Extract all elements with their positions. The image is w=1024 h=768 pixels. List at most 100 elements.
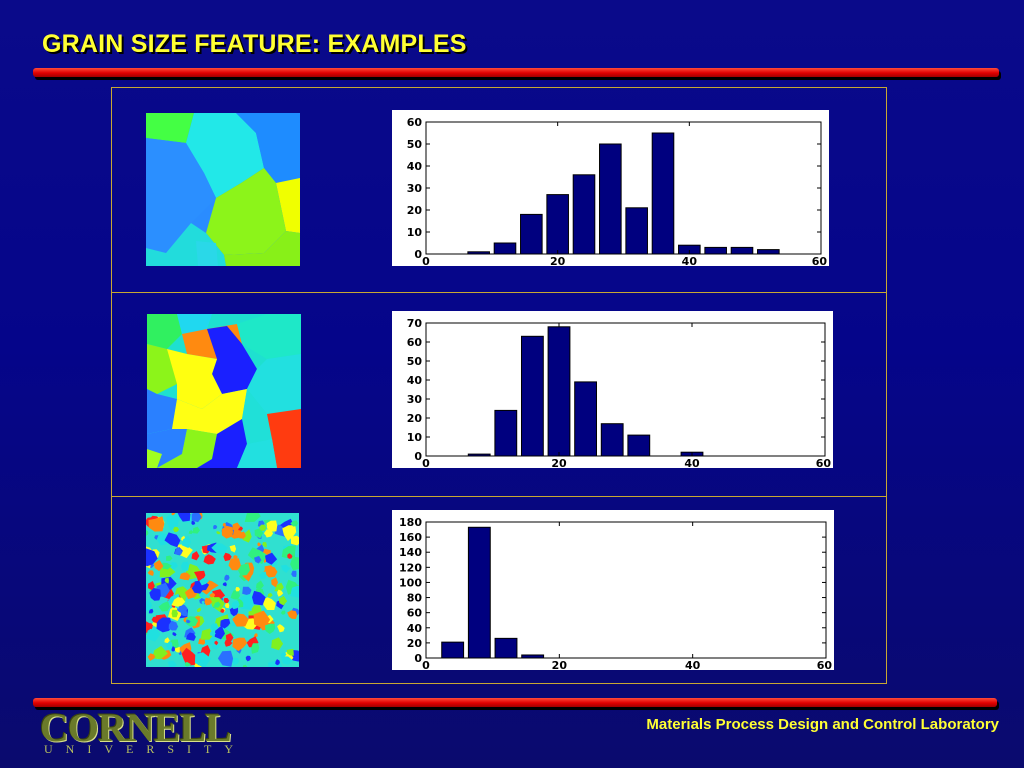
grain-cell — [168, 620, 179, 631]
grain-cell — [256, 580, 264, 590]
y-tick-label: 50 — [407, 355, 423, 368]
grain-cell — [171, 609, 178, 618]
grain-cell — [247, 547, 268, 564]
grain-cell — [181, 535, 191, 549]
histogram-bar — [599, 143, 622, 255]
x-tick-label: 40 — [685, 659, 701, 670]
grain-cell — [194, 652, 212, 667]
grain-cell — [166, 641, 173, 650]
grain-cell — [286, 648, 294, 656]
grain-cell — [291, 570, 297, 577]
grain-cell — [216, 531, 221, 535]
y-tick-label: 100 — [399, 576, 422, 589]
grain-cell — [264, 565, 275, 575]
histogram-bar — [467, 526, 491, 659]
x-tick-label: 20 — [551, 457, 567, 468]
y-tick-label: 30 — [407, 182, 423, 195]
grain-cell — [242, 664, 248, 667]
y-tick-label: 60 — [407, 336, 423, 349]
y-tick-label: 120 — [399, 561, 422, 574]
grain-cell — [290, 585, 299, 598]
grain-cell — [191, 581, 205, 594]
grain-cell — [232, 637, 248, 652]
grain-image-medium — [147, 314, 301, 468]
logo-name: CORNELL — [40, 705, 232, 750]
x-tick-label: 20 — [550, 255, 566, 266]
x-tick-label: 20 — [552, 659, 568, 670]
histogram-bar — [467, 251, 490, 255]
histogram-bar — [574, 381, 598, 457]
grain-cell — [146, 529, 149, 536]
grain-cell — [179, 572, 191, 581]
y-tick-label: 40 — [407, 374, 423, 387]
histogram-bar — [547, 326, 571, 457]
grain-cell — [232, 522, 241, 531]
grain-cell — [224, 639, 233, 647]
grain-cell — [242, 586, 252, 596]
grain-cell — [196, 607, 201, 613]
grain-cell — [191, 513, 202, 523]
grain-cell — [212, 601, 221, 608]
grain-cell — [277, 624, 285, 633]
grain-cell — [210, 623, 219, 631]
grain-cell — [164, 637, 170, 644]
plot-area — [425, 121, 822, 255]
grain-cell — [184, 661, 191, 667]
grain-cell — [185, 616, 199, 627]
grain-cell — [151, 616, 159, 623]
grain-cell — [238, 531, 246, 539]
grain-cell — [244, 513, 261, 522]
grain-cell — [231, 600, 240, 610]
grain-cell — [201, 600, 205, 605]
grain-cell — [259, 571, 267, 579]
grain-cell — [266, 520, 278, 532]
y-tick-label: 20 — [407, 412, 423, 425]
y-tick-label: 160 — [399, 531, 422, 544]
grain-cell — [162, 562, 172, 570]
grain-cell — [152, 621, 158, 628]
bottom-accent-bar — [33, 698, 997, 707]
grain-cell — [290, 535, 299, 546]
histogram-bar — [494, 637, 518, 659]
grain-cell — [229, 606, 239, 617]
x-tick-label: 60 — [817, 659, 833, 670]
histogram-bar — [625, 207, 648, 255]
grain-cell — [158, 601, 170, 612]
grain-cell — [185, 619, 191, 624]
grain-cell — [214, 625, 225, 640]
grain-cell — [146, 599, 153, 612]
grain-cell — [192, 526, 200, 534]
grain-cell — [224, 574, 230, 582]
grain-cell — [153, 559, 164, 572]
grain-cell — [233, 555, 238, 559]
grain-cell — [223, 552, 232, 562]
grain-cell — [262, 597, 276, 610]
grain-cell — [275, 659, 280, 666]
grain-cell — [146, 548, 158, 567]
grain-cell — [210, 630, 216, 637]
grain-cell — [222, 522, 226, 528]
plot-area — [425, 521, 827, 659]
y-tick-label: 10 — [407, 226, 423, 239]
y-tick-label: 0 — [414, 450, 422, 463]
y-tick-label: 60 — [407, 116, 423, 129]
y-tick-label: 40 — [407, 622, 423, 635]
grain-cell — [171, 513, 176, 516]
grain-cell — [191, 520, 196, 525]
grain-cell — [229, 544, 237, 553]
grain-cell — [278, 595, 288, 606]
grain-cell — [281, 545, 296, 560]
x-tick-label: 0 — [422, 255, 430, 266]
grain-cell — [259, 524, 267, 531]
histogram-bar — [441, 641, 465, 659]
histogram-bar — [546, 194, 569, 255]
histogram-bar — [757, 249, 780, 255]
grain-cell — [172, 526, 180, 533]
y-tick-label: 50 — [407, 138, 423, 151]
grain-cell — [146, 623, 153, 630]
grain-cell — [290, 556, 299, 571]
grain-cell — [220, 618, 231, 629]
y-tick-label: 30 — [407, 393, 423, 406]
grain-cell — [228, 558, 241, 571]
examples-frame — [111, 87, 887, 684]
